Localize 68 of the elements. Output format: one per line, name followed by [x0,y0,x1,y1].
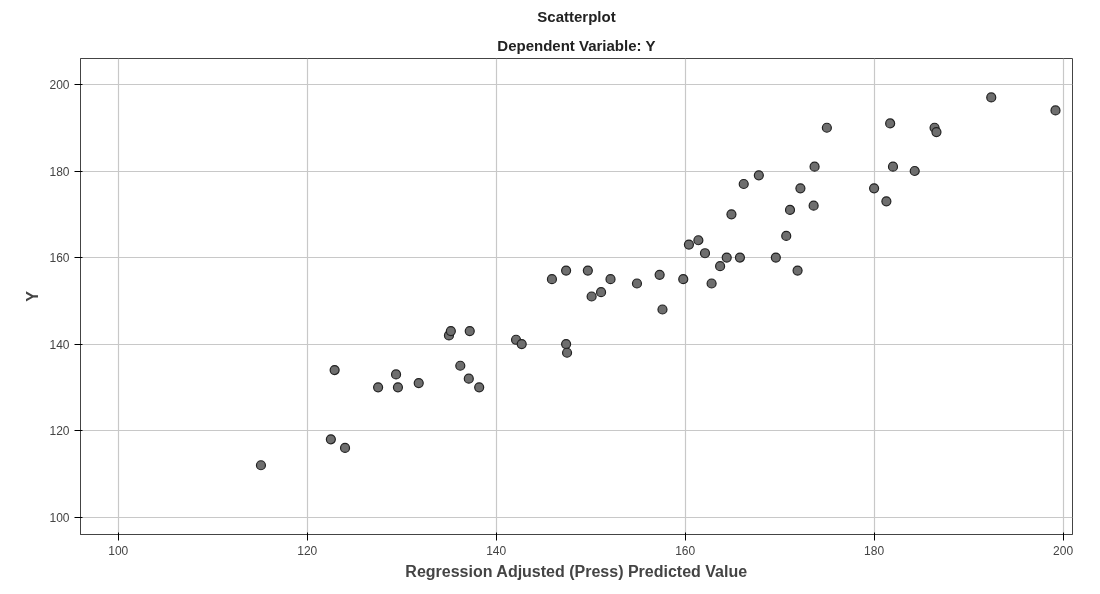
point [887,161,899,172]
point [809,161,820,172]
chart-title: Scatterplot [537,7,616,25]
point [255,460,267,471]
point [986,92,997,103]
point [706,278,717,289]
y-tick-label: 200 [49,77,70,92]
point [753,170,764,181]
x-axis-title: Regression Adjusted (Press) Predicted Value [405,562,748,580]
point [373,382,384,393]
point [808,200,819,211]
point [678,274,689,285]
point [339,442,351,454]
y-tick-label: 160 [49,251,70,266]
point [795,183,806,194]
point [413,377,424,389]
point [561,347,573,358]
point [546,274,558,285]
y-tick-label: 100 [49,510,70,525]
point [738,178,749,190]
point [657,304,668,315]
point [792,265,803,276]
y-tick-label: 180 [49,164,70,179]
point [693,235,704,246]
x-tick-label: 160 [675,543,696,558]
point [586,291,597,302]
point [781,230,792,242]
y-axis-title: Y [24,290,42,302]
point [463,373,474,384]
x-tick-label: 120 [297,543,318,558]
y-tick-label: 140 [49,337,70,352]
point [631,278,643,289]
point [582,265,593,276]
point [516,339,527,350]
point [329,364,340,376]
point [721,252,732,263]
point [561,265,572,276]
point [821,122,832,133]
point [445,326,456,337]
point [784,204,796,216]
point [390,369,402,380]
point [595,287,607,298]
y-tick-label: 120 [49,424,70,439]
x-tick-label: 140 [486,543,507,558]
point [325,434,336,445]
point [770,252,781,263]
point [455,360,466,371]
point [931,126,942,138]
point [885,118,896,129]
point [392,382,404,393]
point [909,165,920,177]
point [699,248,711,259]
x-tick-label: 180 [864,543,885,558]
point [715,261,726,272]
x-tick-label: 200 [1053,543,1074,558]
x-tick-label: 100 [108,543,129,558]
point [561,339,572,350]
point [683,239,695,250]
point [869,183,880,194]
point [1050,105,1061,116]
chart-subtitle: Dependent Variable: Y [497,36,656,54]
point [605,274,616,285]
point [726,209,737,220]
point [464,326,475,337]
point [734,252,746,263]
point [654,269,665,280]
point [881,196,892,207]
point [474,382,485,393]
